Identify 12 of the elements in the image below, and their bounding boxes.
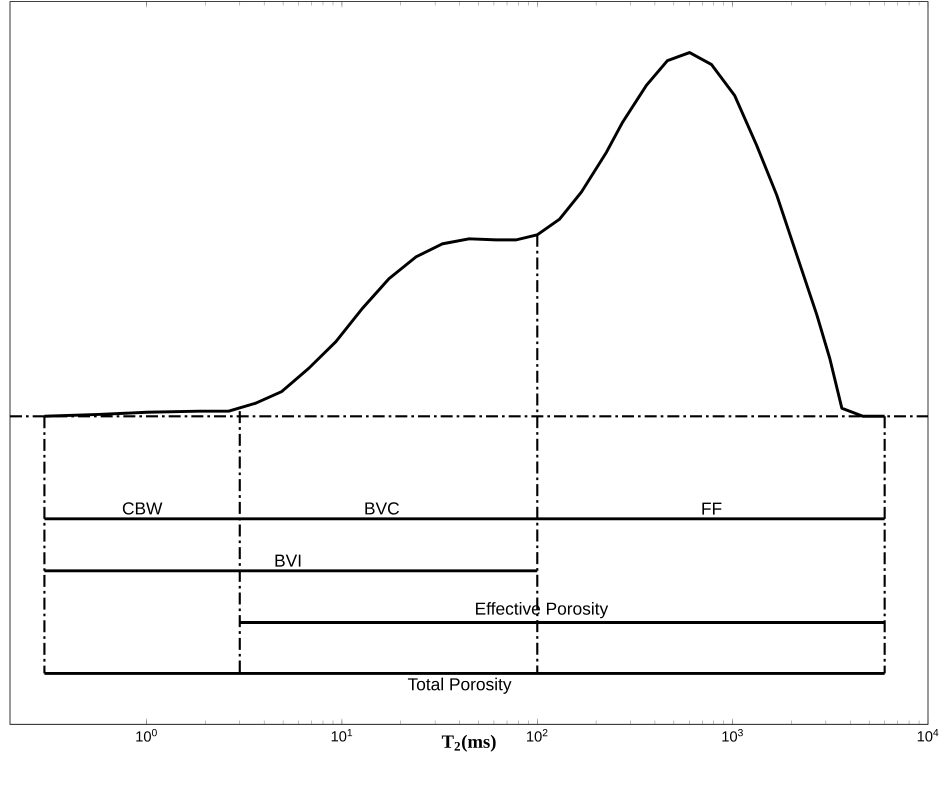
annotation: FF — [702, 502, 722, 515]
x-tick-label: 10$^{0}$ — [136, 729, 157, 742]
annotation: Total Porosity — [408, 678, 512, 694]
x-tick-label: 10$^{2}$ — [527, 729, 548, 742]
text: T$_{2}$(ms) — [442, 734, 496, 752]
annotation: Effective Porosity — [476, 602, 608, 618]
annotation: BVI — [276, 554, 300, 567]
x-tick-label: 10$^{1}$ — [332, 729, 352, 742]
x-tick-label: 10$^{3}$ — [722, 729, 743, 742]
annotation: BVC — [365, 502, 399, 515]
annotation: CBW — [122, 502, 162, 515]
x-tick-label: 10$^{4}$ — [918, 729, 938, 742]
